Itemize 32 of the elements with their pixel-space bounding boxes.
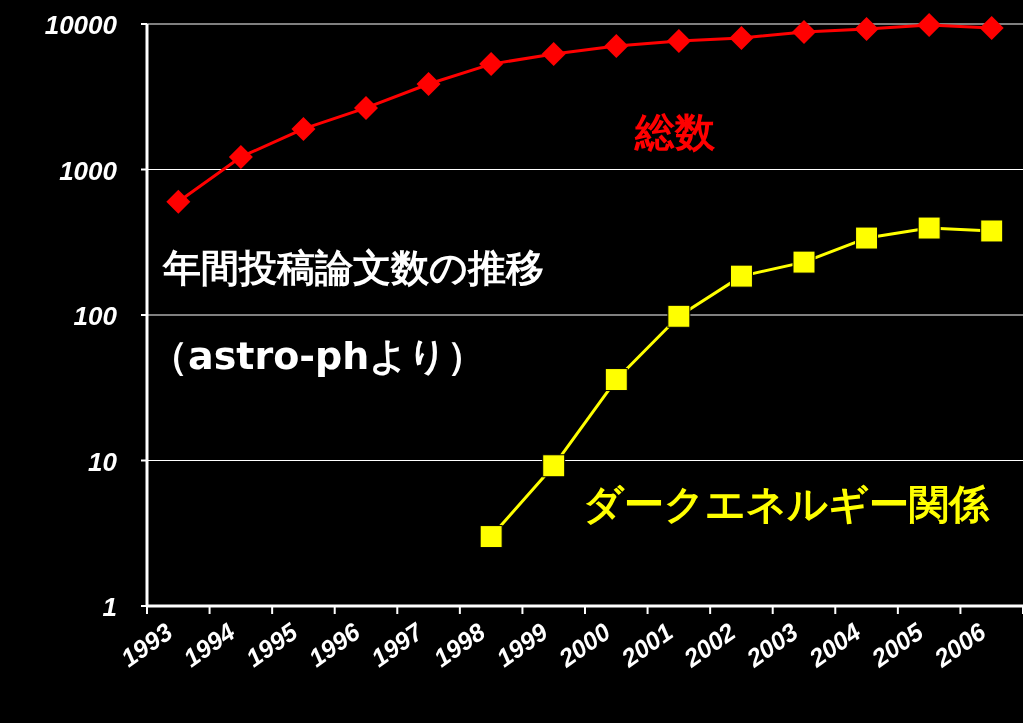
series-label: ダークエネルギー関係 (583, 480, 991, 529)
point (729, 264, 753, 288)
series-label: 総数 (635, 108, 716, 157)
point (541, 42, 566, 66)
point (166, 189, 191, 214)
y-tick-label: 1000 (59, 155, 118, 186)
point (479, 52, 504, 77)
point (917, 216, 941, 240)
point (291, 116, 316, 141)
point (604, 34, 629, 58)
point (729, 25, 754, 50)
point (542, 454, 566, 478)
point (228, 144, 253, 169)
y-tick-label: 1 (102, 592, 117, 622)
point (980, 219, 1004, 243)
point (416, 71, 441, 96)
text: 年間投稿論文数の推移 (163, 246, 544, 292)
point (666, 29, 691, 54)
point (854, 16, 879, 41)
point (354, 95, 378, 120)
point (792, 20, 816, 45)
y-tick-label: 10000 (44, 10, 118, 40)
point (979, 15, 1004, 40)
point (479, 525, 503, 549)
point (604, 368, 628, 392)
point (667, 304, 691, 328)
point (792, 250, 816, 274)
point (917, 13, 942, 38)
text: （astro-phより） (150, 334, 486, 380)
y-tick-label: 10 (88, 446, 118, 477)
y-tick-label: 100 (73, 301, 118, 331)
point (855, 226, 879, 250)
